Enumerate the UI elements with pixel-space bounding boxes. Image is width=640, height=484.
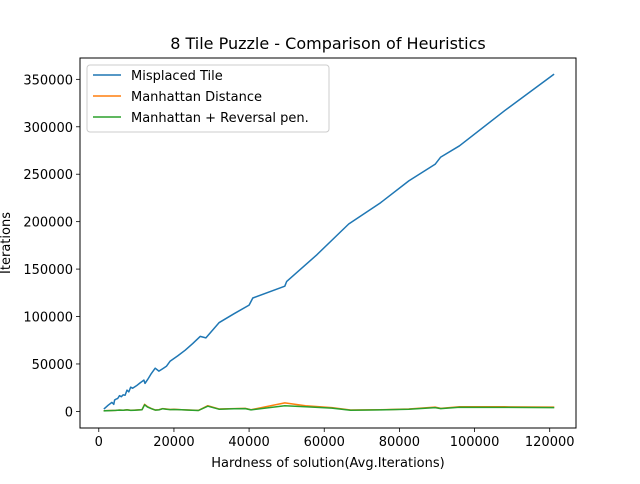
y-tick-label: 350000 [23,73,73,88]
y-tick-label: 100000 [23,311,73,326]
legend-label-1: Manhattan Distance [131,90,262,105]
y-tick-label: 250000 [23,168,73,183]
legend-label-0: Misplaced Tile [131,69,223,84]
x-tick-label: 60000 [304,435,345,450]
y-axis: 0 50000 100000 150000 200000 250000 300000 3500… [23,73,80,420]
x-tick-label: 120000 [525,435,575,450]
x-tick-label: 0 [95,435,103,450]
series-line-2 [103,404,555,412]
legend: Misplaced Tile Manhattan Distance Manhatta… [86,64,330,133]
x-tick-label: 100000 [450,435,500,450]
x-tick-label: 40000 [228,435,269,450]
y-tick-label: 200000 [23,216,73,231]
x-tick-label: 80000 [379,435,420,450]
x-axis: 0 20000 40000 60000 80000 100000 120000 [95,428,575,450]
chart-title: 8 Tile Puzzle - Comparison of Heuristics [170,34,486,53]
y-tick-label: 50000 [32,358,73,373]
legend-frame [86,64,330,133]
x-axis-label: Hardness of solution(Avg.Iterations) [211,456,444,471]
y-tick-label: 300000 [23,121,73,136]
legend-entries: Misplaced Tile Manhattan Distance Manhatta… [93,69,309,126]
y-tick-label: 150000 [23,263,73,278]
series-layer [103,73,555,412]
x-tick-label: 20000 [153,435,194,450]
plot-frame [79,57,577,429]
legend-label-2: Manhattan + Reversal pen. [131,111,309,126]
y-tick-label: 0 [65,405,73,420]
series-line-0 [103,73,555,410]
y-axis-label: Iterations [0,212,14,274]
